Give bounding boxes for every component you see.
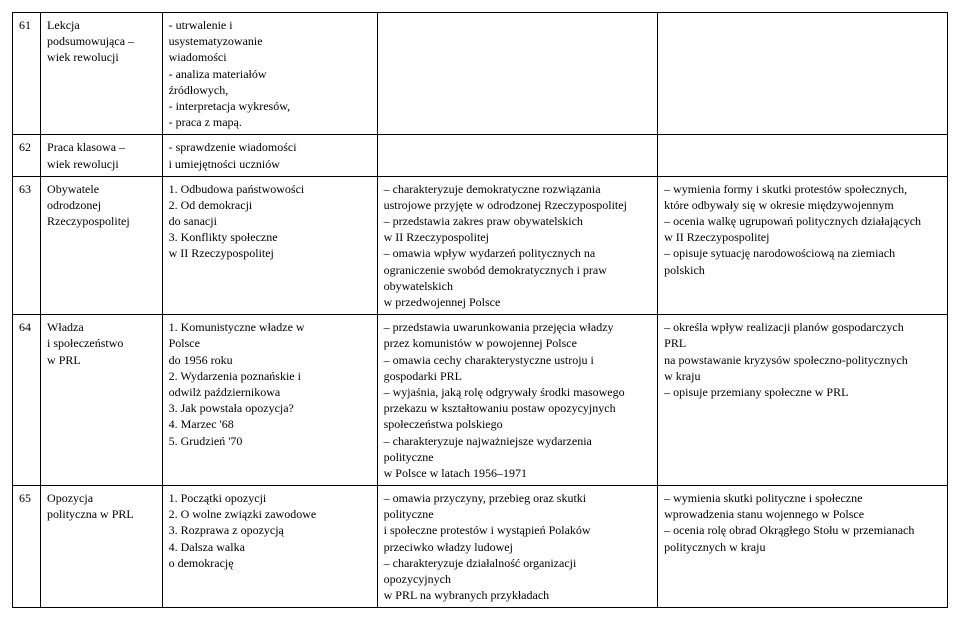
row-topic: Obywatele odrodzonej Rzeczypospolitej: [41, 176, 163, 315]
row-topic: Władza i społeczeństwo w PRL: [41, 315, 163, 486]
table-row: 61Lekcja podsumowująca – wiek rewolucji-…: [13, 13, 948, 135]
row-out: – określa wpływ realizacji planów gospod…: [658, 315, 948, 486]
row-char: [377, 135, 658, 176]
row-out: – wymienia formy i skutki protestów społ…: [658, 176, 948, 315]
row-number: 62: [13, 135, 41, 176]
row-topic: Lekcja podsumowująca – wiek rewolucji: [41, 13, 163, 135]
row-number: 63: [13, 176, 41, 315]
row-number: 61: [13, 13, 41, 135]
row-out: [658, 135, 948, 176]
row-topic: Opozycja polityczna w PRL: [41, 486, 163, 608]
row-char: – charakteryzuje demokratyczne rozwiązan…: [377, 176, 658, 315]
table-row: 63Obywatele odrodzonej Rzeczypospolitej1…: [13, 176, 948, 315]
row-out: – wymienia skutki polityczne i społeczne…: [658, 486, 948, 608]
row-materials: 1. Odbudowa państwowości 2. Od demokracj…: [162, 176, 377, 315]
table-row: 65Opozycja polityczna w PRL1. Początki o…: [13, 486, 948, 608]
row-topic: Praca klasowa – wiek rewolucji: [41, 135, 163, 176]
row-char: [377, 13, 658, 135]
row-materials: - utrwalenie i usystematyzowanie wiadomo…: [162, 13, 377, 135]
row-number: 65: [13, 486, 41, 608]
table-row: 62Praca klasowa – wiek rewolucji- sprawd…: [13, 135, 948, 176]
row-char: – przedstawia uwarunkowania przejęcia wł…: [377, 315, 658, 486]
row-materials: - sprawdzenie wiadomości i umiejętności …: [162, 135, 377, 176]
row-number: 64: [13, 315, 41, 486]
table-row: 64Władza i społeczeństwo w PRL1. Komunis…: [13, 315, 948, 486]
row-char: – omawia przyczyny, przebieg oraz skutki…: [377, 486, 658, 608]
row-out: [658, 13, 948, 135]
row-materials: 1. Komunistyczne władze w Polsce do 1956…: [162, 315, 377, 486]
row-materials: 1. Początki opozycji 2. O wolne związki …: [162, 486, 377, 608]
curriculum-table: 61Lekcja podsumowująca – wiek rewolucji-…: [12, 12, 948, 608]
